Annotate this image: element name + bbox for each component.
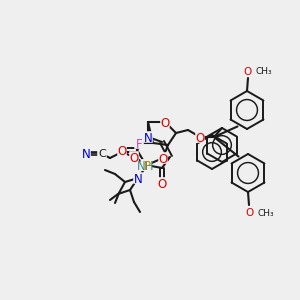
FancyBboxPatch shape	[142, 159, 152, 171]
FancyBboxPatch shape	[129, 151, 139, 163]
Text: O: O	[245, 208, 253, 218]
FancyBboxPatch shape	[243, 65, 253, 77]
Text: O: O	[158, 153, 168, 166]
Circle shape	[196, 136, 229, 169]
Text: O: O	[195, 132, 205, 145]
FancyBboxPatch shape	[244, 206, 254, 218]
FancyBboxPatch shape	[117, 144, 127, 156]
FancyBboxPatch shape	[140, 159, 152, 171]
FancyBboxPatch shape	[158, 152, 168, 164]
Text: N: N	[82, 148, 90, 161]
Text: P: P	[143, 160, 151, 173]
FancyBboxPatch shape	[195, 131, 205, 143]
FancyBboxPatch shape	[160, 116, 170, 128]
Text: O: O	[244, 67, 252, 77]
Text: F: F	[136, 138, 142, 151]
Text: N: N	[144, 132, 152, 145]
Circle shape	[229, 92, 266, 128]
Text: CH₃: CH₃	[256, 68, 273, 76]
Text: CH₃: CH₃	[257, 208, 274, 217]
FancyBboxPatch shape	[97, 147, 107, 159]
FancyBboxPatch shape	[143, 131, 153, 143]
Text: O: O	[158, 178, 166, 191]
Text: N: N	[134, 173, 142, 186]
FancyBboxPatch shape	[81, 147, 91, 159]
FancyBboxPatch shape	[134, 137, 144, 149]
Text: NH: NH	[137, 160, 155, 173]
Text: O: O	[160, 117, 169, 130]
Circle shape	[206, 128, 239, 161]
Circle shape	[230, 154, 266, 191]
FancyBboxPatch shape	[157, 177, 167, 189]
Text: O: O	[129, 152, 139, 165]
Text: C: C	[98, 149, 106, 159]
FancyBboxPatch shape	[133, 172, 143, 184]
Text: O: O	[117, 145, 127, 158]
